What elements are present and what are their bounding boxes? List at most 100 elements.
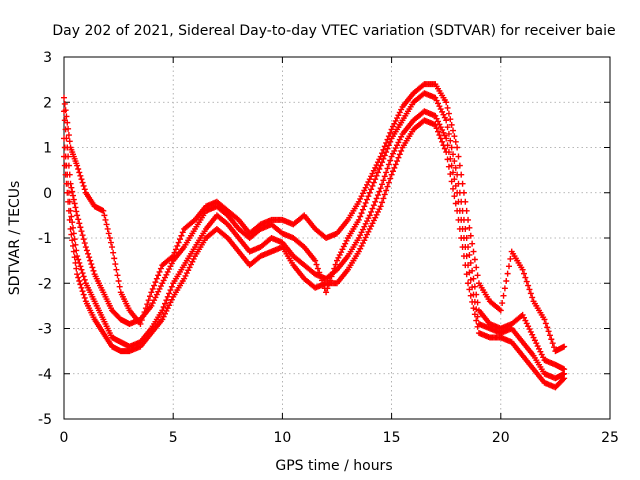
data-point-marker: [441, 145, 448, 152]
data-point-marker: [380, 195, 387, 202]
data-point-marker: [374, 169, 381, 176]
y-tick-label: -2: [38, 276, 52, 292]
data-point-marker: [66, 216, 73, 223]
data-point-marker: [458, 235, 465, 241]
data-point-marker: [61, 135, 67, 142]
data-point-marker: [104, 225, 111, 232]
data-point-marker: [168, 283, 175, 290]
data-point-marker: [324, 285, 331, 292]
data-point-marker: [525, 282, 532, 289]
data-point-marker: [83, 247, 90, 254]
data-point-marker: [64, 189, 71, 196]
data-point-marker: [387, 175, 394, 182]
data-point-marker: [68, 231, 75, 238]
data-point-marker: [373, 172, 380, 179]
data-point-marker: [519, 266, 526, 273]
data-point-marker: [313, 261, 320, 268]
data-point-marker: [77, 263, 84, 270]
y-axis-label: SDTVAR / TECUs: [7, 181, 23, 296]
data-point-marker: [172, 246, 179, 253]
data-point-marker: [466, 286, 473, 293]
data-point-marker: [454, 171, 461, 178]
data-point-marker: [448, 121, 455, 128]
x-tick-label: 5: [169, 430, 178, 446]
data-point-marker: [473, 306, 480, 313]
data-point-marker: [379, 199, 386, 206]
data-point-marker: [445, 163, 452, 170]
data-point-marker: [471, 311, 478, 318]
data-point-marker: [75, 274, 82, 281]
data-point-marker: [445, 110, 452, 117]
data-point-marker: [78, 228, 85, 235]
data-point-marker: [61, 144, 68, 151]
data-point-marker: [370, 202, 377, 209]
data-point-marker: [560, 376, 567, 383]
data-point-marker: [448, 178, 455, 185]
data-point-marker: [370, 179, 377, 186]
data-point-marker: [144, 301, 151, 308]
data-point-marker: [467, 232, 474, 239]
data-point-marker: [467, 292, 474, 299]
data-point-marker: [448, 144, 455, 151]
data-point-marker: [85, 250, 92, 257]
data-point-marker: [392, 161, 399, 168]
data-point-marker: [149, 285, 156, 292]
data-point-marker: [111, 255, 118, 262]
data-point-marker: [377, 203, 384, 210]
data-point-marker: [391, 164, 398, 171]
data-point-marker: [163, 297, 170, 304]
data-point-marker: [80, 182, 87, 189]
series-layer: [61, 81, 568, 391]
data-point-marker: [467, 276, 474, 283]
data-point-marker: [462, 262, 469, 269]
data-point-marker: [451, 193, 458, 200]
data-point-marker: [65, 198, 72, 205]
data-point-marker: [80, 273, 87, 280]
data-point-marker: [522, 274, 529, 281]
axis-ticks: 0 5 10 15 20 25 -5 -4 -3 -2 -1 0 1 2 3: [38, 50, 619, 446]
data-point-marker: [76, 169, 83, 176]
data-point-marker: [365, 193, 372, 200]
data-point-marker: [452, 138, 459, 145]
data-point-marker: [443, 135, 450, 142]
data-point-marker: [75, 165, 82, 172]
data-point-marker: [175, 239, 182, 246]
data-point-marker: [323, 289, 330, 296]
data-point-marker: [359, 206, 366, 213]
x-tick-label: 0: [60, 430, 69, 446]
data-point-marker: [164, 293, 171, 300]
data-point-marker: [88, 261, 95, 268]
data-point-marker: [116, 283, 123, 290]
data-point-marker: [65, 132, 72, 139]
data-point-marker: [385, 142, 392, 149]
data-point-marker: [466, 224, 473, 231]
data-point-marker: [68, 213, 75, 220]
data-point-marker: [80, 236, 87, 243]
data-point-marker: [110, 249, 117, 256]
data-point-marker: [171, 249, 178, 256]
data-point-marker: [74, 271, 81, 278]
data-point-marker: [357, 213, 364, 220]
data-point-marker: [466, 251, 473, 258]
data-point-marker: [114, 272, 121, 279]
data-point-marker: [470, 248, 477, 255]
data-point-marker: [384, 165, 391, 172]
data-point-marker: [65, 207, 72, 214]
data-point-marker: [436, 132, 443, 139]
data-point-marker: [77, 172, 84, 179]
data-point-marker: [79, 288, 86, 295]
data-point-marker: [432, 121, 439, 128]
y-tick-label: 3: [43, 50, 52, 66]
data-point-marker: [389, 168, 396, 175]
data-point-marker: [177, 236, 184, 243]
y-tick-label: 1: [43, 141, 52, 157]
data-point-marker: [469, 298, 476, 305]
data-point-marker: [90, 267, 97, 274]
data-point-marker: [383, 187, 390, 194]
data-point-marker: [437, 135, 444, 142]
data-point-marker: [81, 186, 88, 193]
data-point-marker: [374, 192, 381, 199]
data-point-marker: [145, 297, 152, 304]
data-point-marker: [379, 159, 386, 166]
